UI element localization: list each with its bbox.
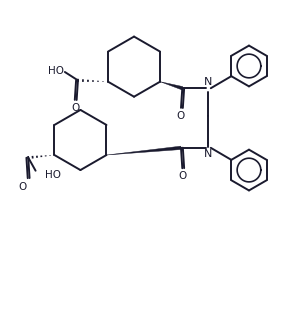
Text: O: O — [178, 171, 186, 181]
Text: HO: HO — [48, 66, 64, 76]
Text: O: O — [177, 111, 185, 121]
Polygon shape — [160, 82, 183, 90]
Text: N: N — [204, 77, 213, 87]
Text: N: N — [204, 149, 213, 159]
Text: O: O — [71, 103, 79, 113]
Text: HO: HO — [45, 170, 61, 180]
Polygon shape — [106, 146, 181, 155]
Text: O: O — [18, 182, 26, 192]
